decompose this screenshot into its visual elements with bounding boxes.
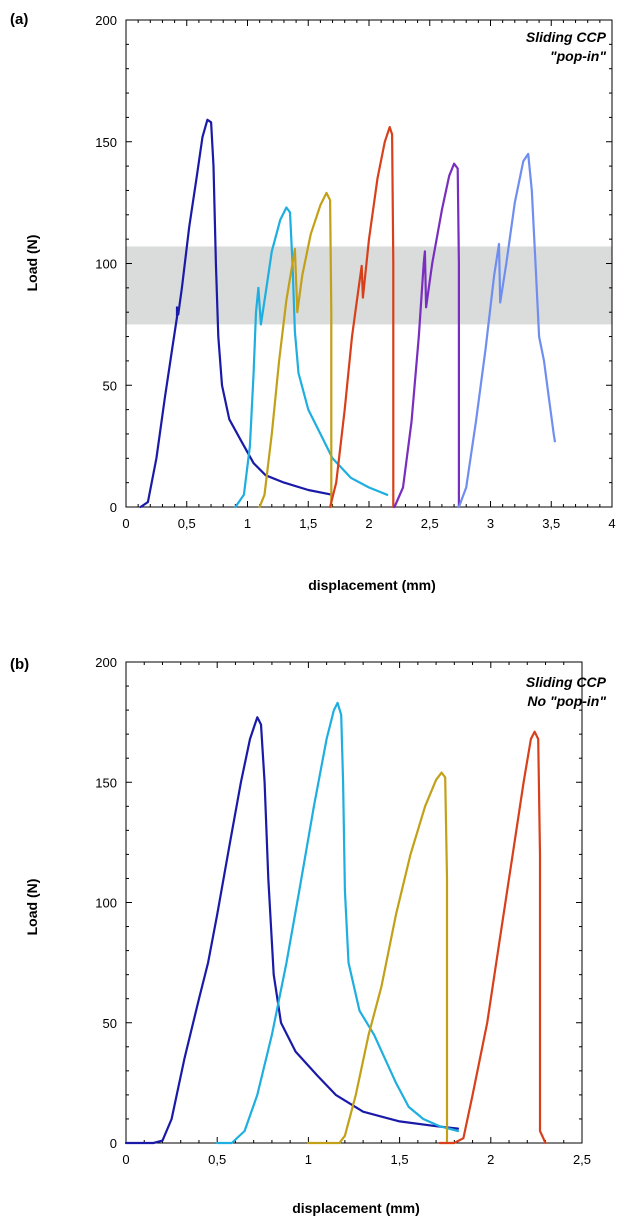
x-tick-label: 2 — [487, 1152, 494, 1167]
x-tick-label: 1,5 — [299, 516, 317, 531]
x-tick-label: 1,5 — [391, 1152, 409, 1167]
y-axis-label: Load (N) — [24, 879, 40, 936]
series-line-2 — [216, 701, 460, 1145]
y-tick-label: 100 — [95, 896, 117, 911]
x-tick-label: 2,5 — [421, 516, 439, 531]
data-series — [139, 118, 556, 509]
x-tick-label: 0 — [122, 1152, 129, 1167]
x-tick-label: 0 — [122, 516, 129, 531]
x-axis-label: displacement (mm) — [308, 577, 436, 593]
y-tick-label: 0 — [110, 1136, 117, 1151]
series-line-4 — [438, 730, 547, 1145]
axis-ticks: 0 0,5 1 1,5 2 2,5 0 50 100 150 200 — [95, 655, 591, 1167]
annotation-line-1: Sliding CCP — [526, 29, 607, 45]
panel-b: 0 0,5 1 1,5 2 2,5 0 50 100 150 200 (b) Sliding CCP… — [10, 655, 607, 1216]
annotation-line-1: Sliding CCP — [526, 674, 607, 690]
y-tick-label: 150 — [95, 775, 117, 790]
data-series — [124, 701, 547, 1145]
x-tick-label: 3 — [487, 516, 494, 531]
panel-a: 0 0,5 1 1,5 2 2,5 3 3,5 4 0 50 100 150 200 (a) Slidin… — [10, 11, 616, 593]
panel-label: (b) — [10, 656, 29, 673]
series-line-6 — [457, 152, 556, 509]
y-tick-label: 200 — [95, 13, 117, 28]
y-tick-label: 50 — [103, 378, 117, 393]
y-tick-label: 0 — [110, 500, 117, 515]
y-tick-label: 100 — [95, 257, 117, 272]
x-tick-label: 1 — [305, 1152, 312, 1167]
x-tick-label: 2,5 — [573, 1152, 591, 1167]
annotation-line-2: "pop-in" — [550, 48, 606, 64]
x-tick-label: 0,5 — [178, 516, 196, 531]
y-tick-label: 50 — [103, 1016, 117, 1031]
y-tick-label: 150 — [95, 135, 117, 150]
panel-label: (a) — [10, 11, 28, 28]
series-line-4 — [329, 126, 395, 509]
x-tick-label: 3,5 — [542, 516, 560, 531]
series-line-3 — [307, 771, 449, 1145]
series-line-1 — [124, 716, 460, 1145]
x-axis-label: displacement (mm) — [292, 1200, 420, 1216]
series-line-3 — [258, 191, 333, 509]
x-tick-label: 2 — [365, 516, 372, 531]
shaded-band — [126, 246, 612, 325]
y-tick-label: 200 — [95, 655, 117, 670]
axis-ticks: 0 0,5 1 1,5 2 2,5 3 3,5 4 0 50 100 150 200 — [95, 13, 615, 531]
annotation-line-2: No "pop-in" — [527, 693, 606, 709]
y-axis-label: Load (N) — [24, 235, 40, 292]
x-tick-label: 1 — [244, 516, 251, 531]
x-tick-label: 4 — [608, 516, 615, 531]
series-line-1 — [139, 118, 334, 509]
x-tick-label: 0,5 — [208, 1152, 226, 1167]
series-line-5 — [393, 162, 460, 509]
plot-area-frame — [125, 661, 583, 1144]
series-line-2 — [234, 206, 389, 509]
